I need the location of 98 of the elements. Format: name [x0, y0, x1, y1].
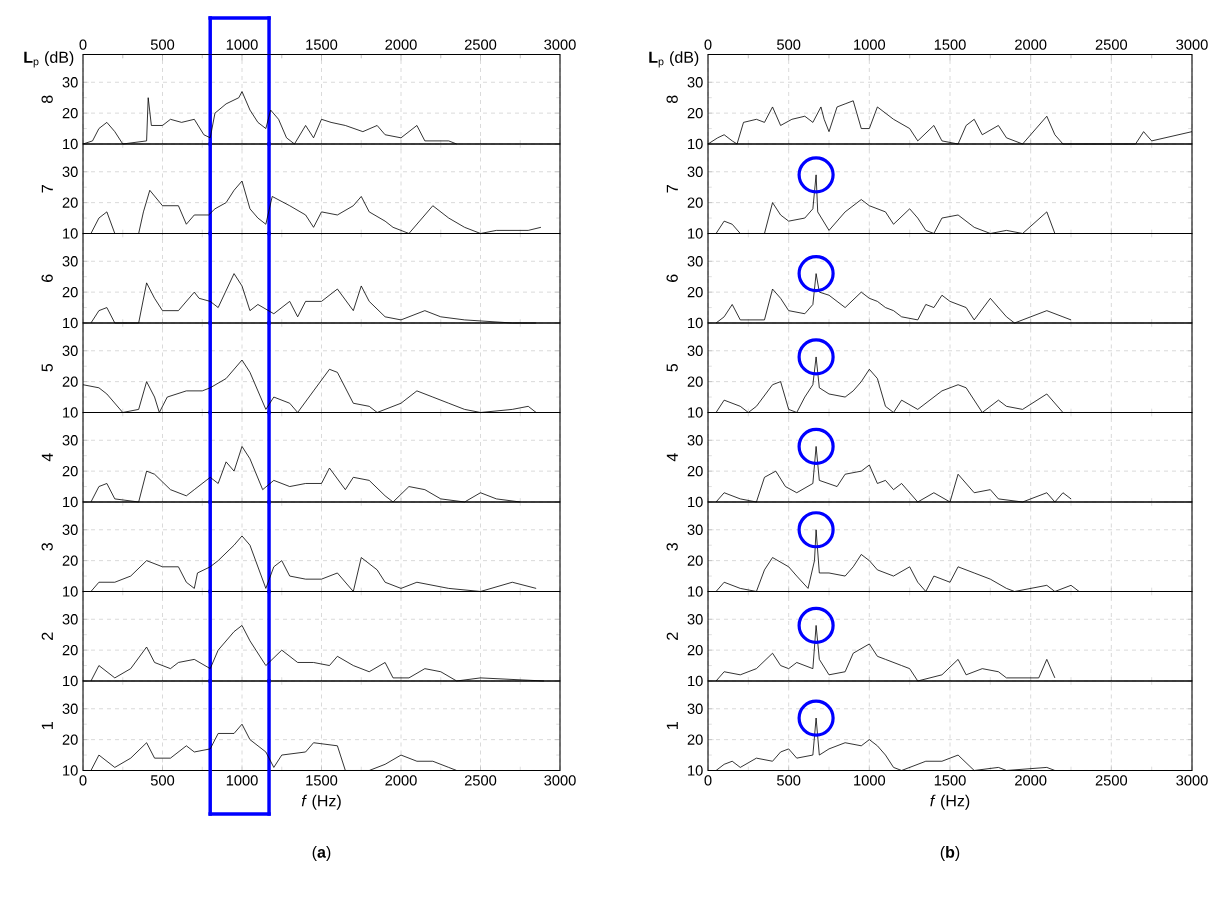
y-tick-label: 20	[687, 197, 703, 208]
y-tick-label: 20	[687, 734, 703, 745]
y-axis-title: 3	[666, 543, 678, 551]
y-tick-label: 20	[62, 734, 78, 745]
x-tick-label: 3000	[1176, 775, 1208, 786]
chart-title: L$_{p}$ (dB)	[24, 51, 74, 68]
y-tick-label: 10	[688, 586, 703, 597]
y-tick-label: 30	[62, 703, 78, 714]
x-tick-label: 1500	[934, 775, 966, 786]
y-axis-title: 4	[41, 453, 53, 462]
x2-tick-label: 0	[79, 39, 87, 50]
x-tick-label: 2000	[1015, 775, 1047, 786]
y-axis-title: 4	[666, 453, 678, 462]
y-tick-label: 10	[63, 138, 78, 150]
y-axis-title: 5	[41, 363, 53, 372]
y-tick-label: 20	[687, 644, 703, 656]
y-axis-title: 1	[41, 722, 53, 729]
y-tick-label: 20	[687, 376, 703, 387]
y-tick-label: 20	[687, 465, 703, 477]
y-axis-title: 2	[41, 632, 53, 640]
y-axis-title: 8	[41, 95, 53, 103]
y-tick-label: 10	[63, 675, 78, 687]
x-tick-label: 0	[79, 775, 87, 786]
x2-tick-label: 3000	[1176, 39, 1208, 50]
y-tick-label: 10	[63, 586, 78, 597]
x-tick-label: 500	[150, 775, 175, 786]
y-tick-label: 10	[63, 228, 78, 239]
y-axis-title: 5	[666, 363, 678, 372]
y-tick-label: 30	[62, 77, 78, 88]
y-tick-label: 20	[62, 465, 78, 477]
x-tick-label: 0	[704, 775, 712, 786]
x2-tick-label: 500	[150, 39, 175, 50]
x2-tick-label: 1000	[226, 39, 258, 50]
y-tick-label: 30	[687, 256, 703, 267]
y-tick-label: 30	[62, 614, 78, 625]
y-axis-title: 2	[666, 632, 678, 640]
y-tick-label: 10	[63, 765, 78, 776]
y-tick-label: 30	[687, 435, 703, 446]
x-tick-label: 3000	[544, 775, 576, 786]
x2-tick-label: 0	[704, 39, 712, 50]
y-tick-label: 10	[688, 317, 703, 329]
x-axis-title: f (Hz)	[930, 794, 970, 810]
y-tick-label: 20	[62, 107, 78, 119]
x2-tick-label: 1500	[306, 39, 338, 50]
y-tick-label: 20	[62, 376, 78, 387]
x-tick-label: 2000	[385, 775, 417, 786]
y-tick-label: 30	[62, 345, 78, 356]
y-tick-label: 30	[687, 524, 703, 535]
text: (b)	[940, 846, 960, 861]
x-tick-label: 2500	[464, 775, 497, 786]
x2-tick-label: 3000	[544, 39, 576, 50]
x2-tick-label: 500	[777, 39, 801, 50]
y-tick-label: 10	[63, 317, 78, 329]
x2-tick-label: 1500	[934, 39, 966, 50]
y-tick-label: 30	[687, 703, 703, 714]
y-tick-label: 30	[62, 435, 78, 446]
y-axis-title: 6	[41, 274, 53, 282]
x2-tick-label: 2500	[464, 39, 497, 50]
x2-tick-label: 2000	[385, 39, 417, 50]
y-tick-label: 10	[688, 496, 703, 508]
y-axis-title: 7	[41, 185, 53, 193]
y-tick-label: 20	[687, 286, 703, 298]
x-tick-label: 1000	[226, 775, 258, 786]
y-tick-label: 30	[62, 524, 78, 535]
y-axis-title: 1	[666, 722, 678, 729]
y-tick-label: 20	[62, 286, 78, 298]
y-axis-title: 7	[666, 185, 678, 193]
chart-title: L$_{p}$ (dB)	[649, 51, 699, 68]
y-tick-label: 10	[688, 138, 703, 150]
y-tick-label: 10	[688, 228, 703, 239]
y-tick-label: 20	[62, 644, 78, 656]
y-tick-label: 30	[687, 345, 703, 356]
x-tick-label: 500	[777, 775, 801, 786]
y-tick-label: 30	[687, 614, 703, 625]
y-axis-title: 3	[41, 543, 53, 551]
y-tick-label: 30	[62, 166, 78, 177]
y-tick-label: 30	[62, 256, 78, 267]
y-tick-label: 10	[63, 407, 78, 418]
text: (a)	[312, 846, 331, 861]
x2-tick-label: 2500	[1095, 39, 1128, 50]
y-tick-label: 10	[688, 765, 703, 776]
y-tick-label: 20	[62, 555, 78, 566]
y-tick-label: 30	[687, 166, 703, 177]
y-axis-title: 8	[666, 95, 678, 103]
y-tick-label: 10	[688, 675, 703, 687]
x-axis-title: f (Hz)	[301, 794, 341, 810]
y-tick-label: 20	[687, 107, 703, 119]
y-tick-label: 30	[687, 77, 703, 88]
x2-tick-label: 2000	[1015, 39, 1047, 50]
y-tick-label: 10	[688, 407, 703, 418]
y-axis-title: 6	[666, 274, 678, 282]
x-tick-label: 2500	[1095, 775, 1128, 786]
x-tick-label: 1000	[854, 775, 886, 786]
y-tick-label: 10	[63, 496, 78, 508]
y-tick-label: 20	[62, 197, 78, 208]
x-tick-label: 1500	[306, 775, 338, 786]
y-tick-label: 20	[687, 555, 703, 566]
x2-tick-label: 1000	[854, 39, 886, 50]
